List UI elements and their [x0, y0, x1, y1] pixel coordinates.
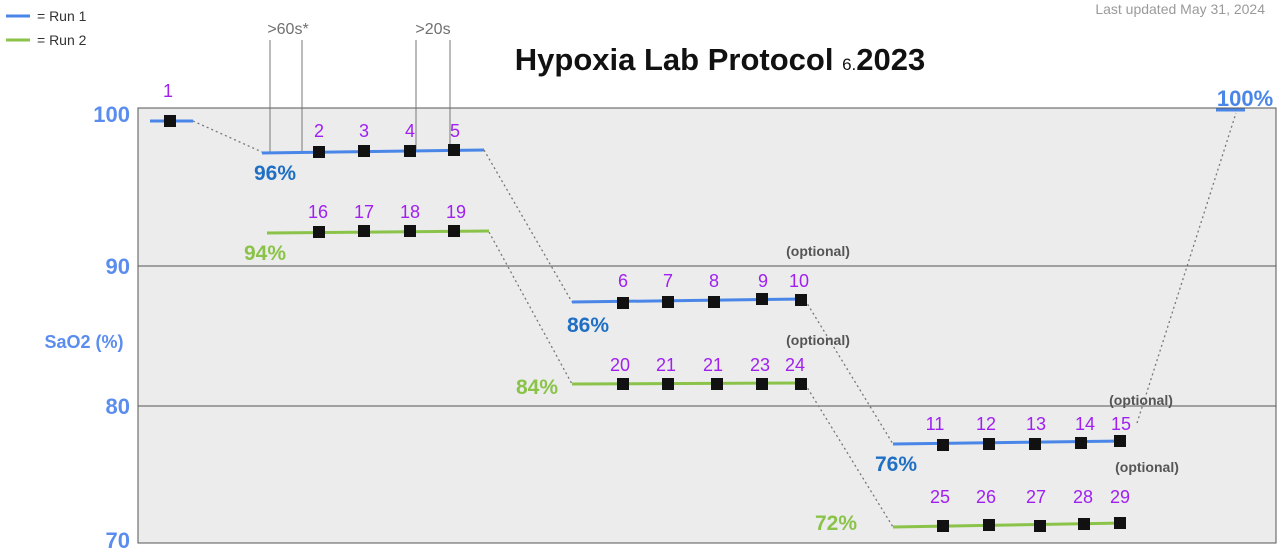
- level-label-72: 72%: [815, 512, 857, 535]
- transition-2: [483, 149, 573, 303]
- point-label-17: 17: [354, 202, 374, 222]
- point-label-11: 11: [926, 414, 945, 434]
- point-7: [662, 296, 674, 308]
- transition-6: [1136, 112, 1237, 424]
- point-16: [313, 226, 325, 238]
- plateau-run2-84-line: [571, 381, 806, 386]
- point-21b: [711, 378, 723, 390]
- point-label-2: 2: [314, 121, 324, 141]
- point-label-29: 29: [1110, 487, 1130, 507]
- point-label-27: 27: [1026, 487, 1046, 507]
- point-label-16: 16: [308, 202, 328, 222]
- point-18: [404, 225, 416, 237]
- point-2: [313, 146, 325, 158]
- point-label-15: 15: [1111, 414, 1131, 434]
- point-label-12: 12: [976, 414, 996, 434]
- page-title: Hypoxia Lab Protocol 6.2023: [515, 42, 925, 77]
- point-label-23: 23: [750, 355, 770, 375]
- title-small: 6.: [842, 55, 856, 74]
- transition-3: [488, 231, 573, 385]
- y-axis-label: SaO2 (%): [44, 332, 123, 352]
- transitions: [192, 112, 1237, 528]
- level-label-84: 84%: [516, 376, 558, 399]
- point-1: [164, 115, 176, 127]
- title-main: Hypoxia Lab Protocol: [515, 42, 842, 77]
- point-12: [983, 438, 995, 450]
- point-label-7: 7: [663, 271, 673, 291]
- point-15: [1114, 435, 1126, 447]
- point-label-20: 20: [610, 355, 630, 375]
- point-19: [448, 225, 460, 237]
- plot-area: [137, 107, 1277, 544]
- point-label-10: 10: [789, 271, 809, 291]
- point-label-14: 14: [1075, 414, 1095, 434]
- optional-note-4: (optional): [1115, 459, 1179, 475]
- point-label-1: 1: [163, 81, 173, 101]
- point-28: [1078, 518, 1090, 530]
- point-14: [1075, 437, 1087, 449]
- point-label-13: 13: [1026, 414, 1046, 434]
- level-label-96: 96%: [254, 162, 296, 185]
- optional-note-2: (optional): [786, 332, 850, 348]
- ytick-80: 80: [106, 394, 130, 419]
- point-label-8: 8: [709, 271, 719, 291]
- point-label-6: 6: [618, 271, 628, 291]
- end-label: 100%: [1217, 86, 1273, 111]
- point-3: [358, 145, 370, 157]
- legend-run1-label: = Run 1: [37, 8, 87, 24]
- point-label-26: 26: [976, 487, 996, 507]
- point-label-28: 28: [1073, 487, 1093, 507]
- point-label-18: 18: [400, 202, 420, 222]
- point-label-4: 4: [405, 121, 415, 141]
- point-21a: [662, 378, 674, 390]
- point-5: [448, 144, 460, 156]
- point-13: [1029, 438, 1041, 450]
- point-24: [795, 378, 807, 390]
- timing-label-60s: >60s*: [267, 21, 308, 38]
- point-label-5: 5: [450, 121, 460, 141]
- ytick-90: 90: [106, 254, 130, 279]
- level-label-76: 76%: [875, 453, 917, 476]
- point-20: [617, 378, 629, 390]
- point-8: [708, 296, 720, 308]
- point-label-3: 3: [359, 121, 369, 141]
- plateau-run1-96-line: [261, 148, 485, 155]
- point-25: [937, 520, 949, 532]
- point-26: [983, 519, 995, 531]
- legend-run2-label: = Run 2: [37, 32, 87, 48]
- level-label-94: 94%: [244, 242, 286, 265]
- point-label-21a: 21: [656, 355, 676, 375]
- point-10: [795, 294, 807, 306]
- title-year: 2023: [856, 42, 925, 77]
- point-4: [404, 145, 416, 157]
- last-updated: Last updated May 31, 2024: [1095, 1, 1265, 17]
- optional-note-1: (optional): [786, 243, 850, 259]
- point-label-19: 19: [446, 202, 466, 222]
- ytick-100: 100: [93, 102, 130, 127]
- point-label-24: 24: [785, 355, 805, 375]
- point-label-21b: 21: [703, 355, 723, 375]
- point-17: [358, 225, 370, 237]
- point-11: [937, 439, 949, 451]
- ytick-70: 70: [106, 528, 130, 553]
- point-label-9: 9: [758, 271, 768, 291]
- point-27: [1034, 520, 1046, 532]
- point-9: [756, 293, 768, 305]
- optional-note-3: (optional): [1109, 392, 1173, 408]
- point-label-25: 25: [930, 487, 950, 507]
- point-6: [617, 297, 629, 309]
- transition-4: [804, 299, 894, 445]
- level-label-86: 86%: [567, 314, 609, 337]
- point-23: [756, 378, 768, 390]
- point-29: [1114, 517, 1126, 529]
- timing-label-20s: >20s: [415, 21, 450, 38]
